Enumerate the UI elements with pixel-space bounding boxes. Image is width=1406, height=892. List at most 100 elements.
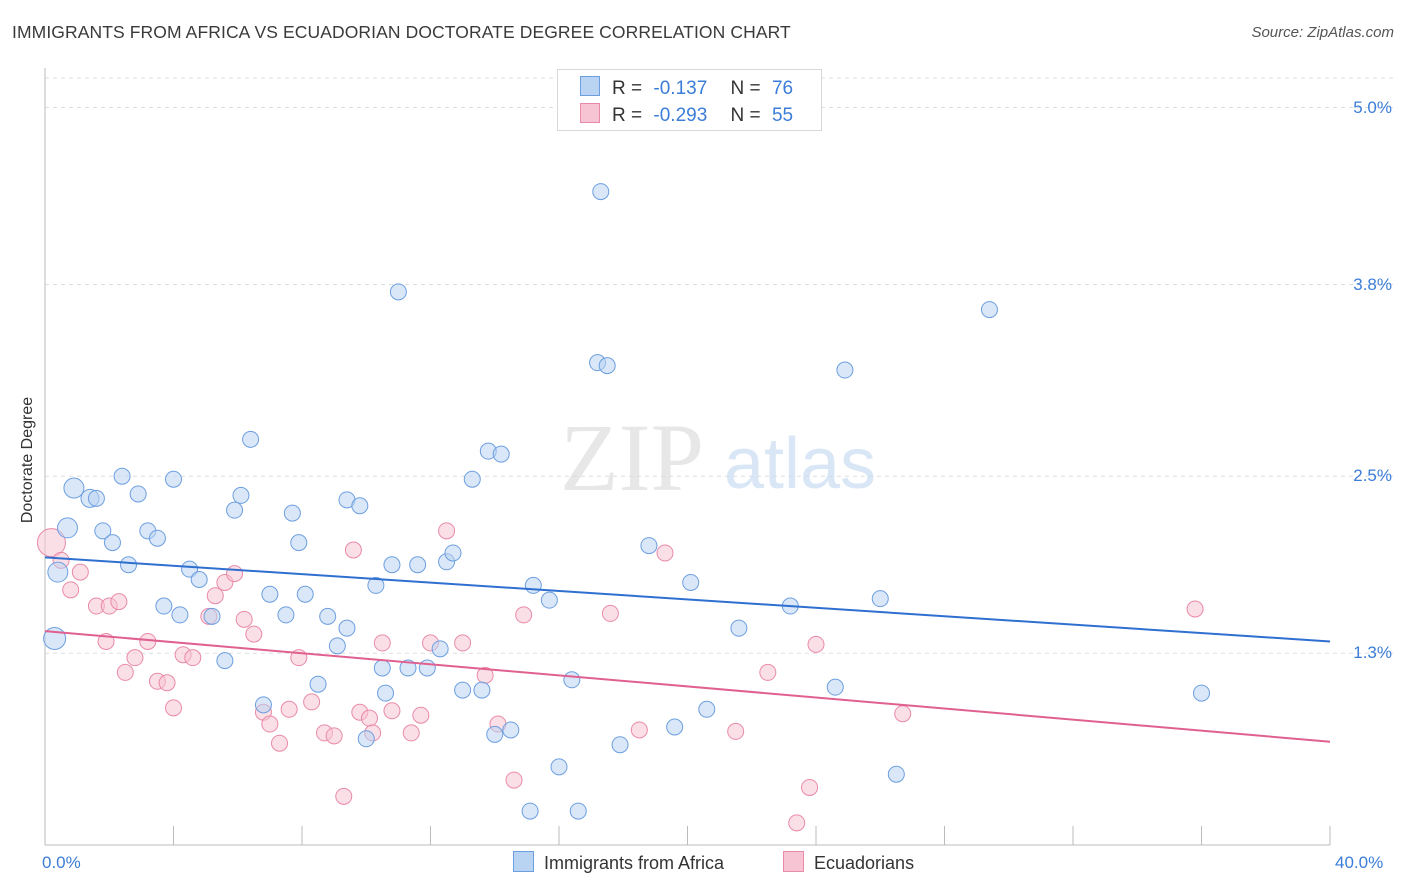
legend-swatch-blue: [580, 76, 600, 96]
legend-r-value: -0.137: [653, 78, 708, 99]
watermark-atlas: atlas: [724, 424, 876, 504]
data-point-africa: [47, 561, 69, 583]
legend-item-africa: Immigrants from Africa: [513, 851, 724, 874]
data-point-ecuadorian: [280, 700, 298, 718]
data-point-africa: [113, 467, 131, 485]
data-point-africa: [103, 534, 121, 552]
data-point-ecuadorian: [894, 705, 912, 723]
data-point-ecuadorian: [116, 663, 134, 681]
data-point-ecuadorian: [788, 814, 806, 832]
data-point-africa: [290, 534, 308, 552]
legend-r-label: R =: [612, 105, 643, 126]
data-point-africa: [165, 470, 182, 488]
data-point-ecuadorian: [206, 587, 224, 605]
data-point-africa: [486, 725, 504, 743]
data-point-africa: [418, 659, 436, 677]
data-point-africa: [826, 678, 844, 696]
data-point-africa: [592, 183, 610, 201]
data-point-africa: [569, 802, 587, 820]
y-tick-label: 5.0%: [1353, 97, 1392, 117]
data-point-africa: [357, 730, 375, 748]
data-point-africa: [454, 681, 472, 699]
data-point-africa: [242, 430, 260, 448]
legend-row-africa: R = -0.137 N = 76: [580, 76, 794, 99]
data-point-ecuadorian: [807, 635, 825, 653]
data-point-africa: [226, 501, 244, 519]
legend-swatch-pink: [580, 103, 600, 123]
data-point-ecuadorian: [245, 625, 263, 643]
data-point-ecuadorian: [335, 787, 353, 805]
data-point-africa: [563, 671, 581, 689]
series-legend: Immigrants from Africa Ecuadorians: [0, 851, 1406, 877]
data-point-africa: [383, 556, 401, 574]
legend-swatch-blue: [513, 851, 534, 872]
chart-title: IMMIGRANTS FROM AFRICA VS ECUADORIAN DOC…: [12, 22, 791, 42]
data-point-africa: [431, 640, 449, 658]
legend-row-ecuadorians: R = -0.293 N = 55: [580, 103, 793, 126]
legend-swatch-pink: [783, 851, 804, 872]
data-point-ecuadorian: [759, 663, 777, 681]
data-point-ecuadorian: [601, 604, 619, 622]
data-point-africa: [377, 684, 395, 702]
data-point-ecuadorian: [165, 699, 182, 717]
data-point-africa: [444, 544, 462, 562]
data-point-africa: [682, 573, 700, 591]
watermark-zip: ZIP: [560, 404, 704, 511]
data-point-africa: [351, 497, 369, 515]
data-point-africa: [524, 576, 542, 594]
data-point-africa: [171, 606, 189, 624]
data-point-ecuadorian: [344, 541, 362, 559]
data-point-africa: [216, 652, 234, 670]
data-point-ecuadorian: [360, 709, 378, 727]
data-point-africa: [63, 477, 85, 499]
legend-r-label: R =: [612, 78, 643, 99]
correlation-legend: R = -0.137 N = 76 R = -0.293 N = 55: [557, 69, 822, 131]
data-point-africa: [254, 696, 272, 714]
data-point-ecuadorian: [62, 581, 80, 599]
data-point-africa: [309, 675, 327, 693]
data-point-ecuadorian: [226, 565, 244, 583]
data-point-africa: [232, 486, 250, 504]
data-point-africa: [502, 721, 520, 739]
data-point-ecuadorian: [630, 721, 648, 739]
data-point-ecuadorian: [261, 715, 279, 733]
data-point-ecuadorian: [235, 610, 253, 628]
data-point-africa: [730, 619, 748, 637]
data-point-ecuadorian: [325, 727, 343, 745]
data-point-africa: [203, 607, 221, 625]
data-point-africa: [540, 591, 558, 609]
data-point-ecuadorian: [383, 702, 401, 720]
data-point-ecuadorian: [438, 522, 456, 540]
data-point-africa: [473, 681, 491, 699]
data-point-africa: [521, 802, 539, 820]
x-tick-label-max: 40.0%: [1335, 853, 1384, 872]
data-point-africa: [367, 576, 385, 594]
data-point-africa: [598, 357, 616, 375]
trend-line-africa: [44, 556, 1331, 643]
data-point-africa: [389, 283, 407, 301]
data-point-ecuadorian: [454, 634, 472, 652]
legend-item-ecuadorians: Ecuadorians: [783, 851, 914, 874]
trend-line-ecuadorian: [44, 630, 1331, 743]
chart-source: Source: ZipAtlas.com: [1251, 24, 1394, 41]
x-tick-label-min: 0.0%: [42, 853, 81, 872]
data-point-africa: [319, 607, 337, 625]
data-point-africa: [887, 765, 905, 783]
data-point-ecuadorian: [271, 734, 289, 752]
data-point-ecuadorian: [184, 649, 202, 667]
data-point-africa: [129, 485, 147, 503]
data-point-africa: [640, 537, 658, 555]
data-point-africa: [261, 585, 279, 603]
legend-n-value: 76: [771, 78, 794, 99]
data-point-ecuadorian: [801, 778, 819, 796]
data-point-africa: [409, 556, 427, 574]
legend-n-label: N =: [730, 78, 761, 99]
data-point-ecuadorian: [412, 706, 430, 724]
data-point-ecuadorian: [126, 649, 144, 667]
legend-label-ecuadorians: Ecuadorians: [814, 853, 915, 873]
data-point-ecuadorian: [303, 693, 321, 711]
data-point-africa: [87, 489, 105, 507]
data-point-africa: [463, 470, 481, 488]
data-point-africa: [328, 637, 346, 655]
